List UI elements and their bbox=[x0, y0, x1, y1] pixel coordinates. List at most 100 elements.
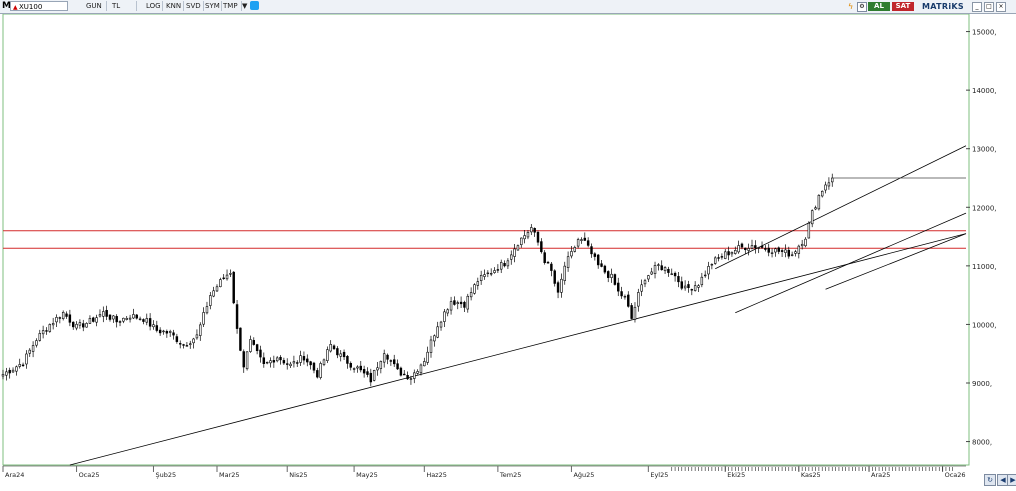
candle-body bbox=[469, 292, 473, 298]
candle-body bbox=[152, 324, 155, 328]
candle-body bbox=[827, 182, 831, 187]
dropdown-arrow-icon[interactable]: ▼ bbox=[242, 2, 248, 10]
candle-body bbox=[449, 301, 453, 311]
buy-button[interactable]: AL bbox=[868, 2, 890, 11]
candle-body bbox=[831, 177, 834, 183]
candle-body bbox=[744, 247, 747, 251]
candle-body bbox=[51, 323, 55, 326]
candle-body bbox=[82, 323, 85, 328]
svd-button[interactable]: SVD bbox=[184, 1, 204, 11]
candle-body bbox=[483, 274, 486, 277]
candle-body bbox=[660, 265, 663, 271]
candle-body bbox=[346, 356, 349, 364]
currency-button[interactable]: TL bbox=[110, 1, 137, 11]
candle-body bbox=[556, 282, 560, 293]
x-tick-label: Ağu25 bbox=[573, 471, 594, 479]
candle-body bbox=[784, 249, 787, 253]
trendline bbox=[825, 233, 967, 290]
candle-body bbox=[720, 256, 724, 258]
candle-body bbox=[249, 339, 252, 352]
candle-body bbox=[406, 374, 409, 380]
candle-body bbox=[376, 367, 379, 371]
candle-body bbox=[637, 292, 640, 307]
candle-body bbox=[814, 207, 817, 210]
x-tick-label: Ara24 bbox=[5, 471, 24, 479]
tmp-button[interactable]: TMP bbox=[221, 1, 242, 11]
x-tick-label: Nis25 bbox=[289, 471, 307, 479]
candle-body bbox=[523, 235, 526, 240]
y-tick-label: 13000, bbox=[972, 146, 997, 154]
candle-body bbox=[336, 348, 339, 356]
candle-body bbox=[516, 245, 520, 251]
x-tick-label: Mar25 bbox=[219, 471, 240, 479]
x-tick-label: Kas25 bbox=[801, 471, 821, 479]
candle-body bbox=[386, 354, 389, 360]
y-tick-label: 12000, bbox=[972, 204, 997, 212]
candle-body bbox=[25, 353, 28, 365]
candle-body bbox=[463, 301, 466, 308]
candle-body bbox=[132, 314, 135, 319]
maximize-icon[interactable]: □ bbox=[984, 2, 994, 12]
x-tick-label: May25 bbox=[356, 471, 378, 479]
symbol-input[interactable]: ▲ XU100 bbox=[10, 1, 68, 11]
candle-body bbox=[693, 285, 697, 291]
sym-button[interactable]: SYM bbox=[203, 1, 222, 11]
minimize-icon[interactable]: _ bbox=[972, 2, 982, 12]
candle-body bbox=[690, 289, 694, 291]
candle-body bbox=[359, 365, 363, 371]
candle-body bbox=[526, 232, 530, 238]
candle-body bbox=[413, 372, 416, 379]
candle-body bbox=[633, 306, 637, 320]
candle-body bbox=[245, 351, 249, 370]
candle-body bbox=[31, 345, 35, 352]
price-chart[interactable]: 8000, 9000, 10000, 11000, 12000, 13000, 14000,… bbox=[0, 13, 1016, 487]
candle-body bbox=[730, 252, 734, 255]
candle-body bbox=[717, 257, 720, 259]
candle-body bbox=[38, 333, 42, 341]
candle-body bbox=[209, 295, 212, 306]
x-tick-label: Şub25 bbox=[155, 471, 176, 479]
candle-body bbox=[576, 239, 580, 247]
sell-button[interactable]: SAT bbox=[892, 2, 914, 11]
candle-body bbox=[493, 270, 496, 273]
candle-body bbox=[259, 349, 262, 358]
arrow-right-icon[interactable]: ▶ bbox=[1007, 474, 1016, 486]
bell-icon: ▲ bbox=[13, 4, 18, 11]
knn-button[interactable]: KNN bbox=[164, 1, 184, 11]
twitter-icon[interactable] bbox=[250, 1, 259, 10]
brand-label: MATRiKS bbox=[922, 2, 964, 11]
gear-icon[interactable]: ⚙ bbox=[857, 2, 867, 12]
matriks-logo: M bbox=[2, 1, 11, 11]
candle-body bbox=[262, 357, 266, 364]
candle-body bbox=[145, 318, 149, 323]
candle-body bbox=[426, 351, 429, 363]
candle-body bbox=[713, 257, 717, 264]
candle-body bbox=[687, 284, 690, 289]
candle-body bbox=[1, 373, 5, 377]
candle-body bbox=[285, 363, 289, 365]
candle-body bbox=[780, 250, 784, 252]
candle-body bbox=[764, 248, 767, 250]
candle-body bbox=[219, 279, 222, 288]
period-button[interactable]: GUN bbox=[84, 1, 107, 11]
refresh-icon[interactable]: ↻ bbox=[984, 474, 996, 486]
candle-body bbox=[309, 361, 312, 366]
candle-body bbox=[623, 296, 627, 298]
close-icon[interactable]: × bbox=[996, 2, 1006, 12]
candle-body bbox=[392, 359, 396, 365]
candle-body bbox=[102, 311, 105, 317]
candle-body bbox=[302, 356, 306, 361]
y-tick-label: 8000, bbox=[972, 439, 992, 447]
candle-body bbox=[272, 360, 276, 363]
y-tick-label: 11000, bbox=[972, 263, 997, 271]
candle-body bbox=[316, 370, 319, 378]
candle-body bbox=[372, 370, 376, 381]
trendline bbox=[69, 233, 967, 466]
candle-body bbox=[754, 245, 757, 249]
log-button[interactable]: LOG bbox=[144, 1, 163, 11]
candle-body bbox=[352, 368, 356, 370]
candle-body bbox=[790, 254, 794, 256]
candle-body bbox=[817, 195, 821, 210]
candle-body bbox=[533, 227, 536, 233]
lightning-icon[interactable]: ϟ bbox=[848, 2, 854, 11]
